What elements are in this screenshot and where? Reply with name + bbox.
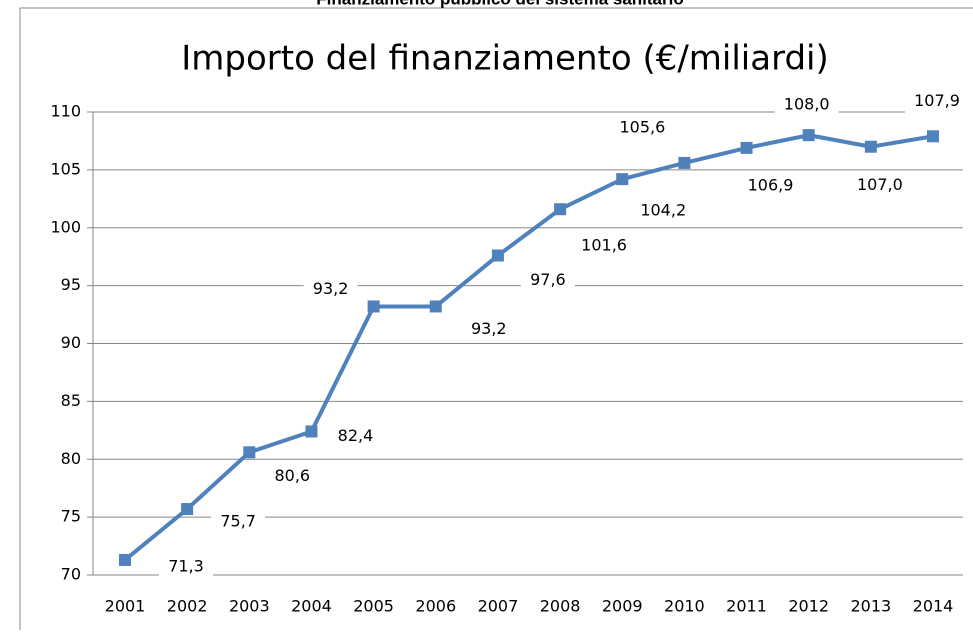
data-label-bg xyxy=(847,173,912,198)
data-marker xyxy=(927,130,939,143)
data-label: 101,6 xyxy=(581,236,627,255)
y-tick-label: 70 xyxy=(61,565,81,584)
x-tick-label: 2001 xyxy=(105,597,146,616)
data-label-bg xyxy=(461,317,516,342)
y-tick-label: 100 xyxy=(50,217,81,236)
x-tick-label: 2012 xyxy=(788,597,829,616)
x-tick-label: 2007 xyxy=(478,597,519,616)
x-tick-label: 2013 xyxy=(850,597,891,616)
data-label-bg xyxy=(328,424,383,449)
data-label: 104,2 xyxy=(640,201,686,220)
data-label-bg xyxy=(738,173,803,198)
x-tick-label: 2004 xyxy=(291,597,332,616)
y-tick-label: 90 xyxy=(61,333,81,352)
data-label-bg xyxy=(905,89,969,114)
data-marker xyxy=(678,156,691,169)
y-tick-label: 85 xyxy=(61,391,81,410)
x-tick-label: 2005 xyxy=(353,597,394,616)
y-tick-label: 110 xyxy=(50,102,81,121)
data-marker xyxy=(616,173,629,186)
data-marker xyxy=(119,553,131,566)
data-label: 108,0 xyxy=(784,95,830,114)
data-label-bg xyxy=(610,115,675,140)
data-marker xyxy=(491,249,504,262)
data-marker xyxy=(243,446,256,459)
y-tick-label: 80 xyxy=(61,449,81,468)
data-label-bg xyxy=(265,464,320,489)
data-label-bg xyxy=(631,199,696,224)
data-label: 93,2 xyxy=(313,279,349,298)
data-label-bg xyxy=(211,510,266,535)
y-tick-label: 75 xyxy=(61,507,81,526)
data-label: 75,7 xyxy=(220,512,256,531)
page-title: Finanziamento pubblico del sistema sanit… xyxy=(316,0,683,8)
data-marker xyxy=(864,140,877,153)
data-label-bg xyxy=(774,93,839,118)
data-line xyxy=(123,133,934,562)
x-tick-label: 2010 xyxy=(664,597,705,616)
data-label: 80,6 xyxy=(274,466,310,485)
x-tick-label: 2014 xyxy=(913,597,954,616)
data-label-bg xyxy=(303,277,358,302)
data-marker xyxy=(305,425,318,438)
x-tick-label: 2003 xyxy=(229,597,270,616)
data-label-bg xyxy=(572,234,637,259)
data-marker xyxy=(802,129,815,142)
data-label: 97,6 xyxy=(530,270,566,289)
data-label: 71,3 xyxy=(168,556,204,575)
data-label-bg xyxy=(520,268,575,293)
data-marker xyxy=(181,503,194,516)
data-label: 82,4 xyxy=(338,426,374,445)
y-tick-label: 95 xyxy=(61,275,81,294)
data-label: 93,2 xyxy=(471,319,507,338)
x-tick-label: 2008 xyxy=(540,597,581,616)
data-label: 106,9 xyxy=(748,175,794,194)
data-label-bg xyxy=(159,554,213,579)
data-marker xyxy=(429,300,442,313)
data-marker xyxy=(740,141,753,154)
data-label: 105,6 xyxy=(619,117,665,136)
data-label: 107,0 xyxy=(857,175,903,194)
x-tick-label: 2011 xyxy=(726,597,767,616)
data-label: 107,9 xyxy=(914,91,960,110)
y-tick-label: 105 xyxy=(50,159,81,178)
data-marker xyxy=(367,300,380,313)
chart-title: Importo del finanziamento (€/miliardi) xyxy=(181,39,829,79)
data-marker xyxy=(554,203,567,216)
x-tick-label: 2009 xyxy=(602,597,643,616)
x-tick-label: 2002 xyxy=(167,597,208,616)
x-tick-label: 2006 xyxy=(415,597,456,616)
